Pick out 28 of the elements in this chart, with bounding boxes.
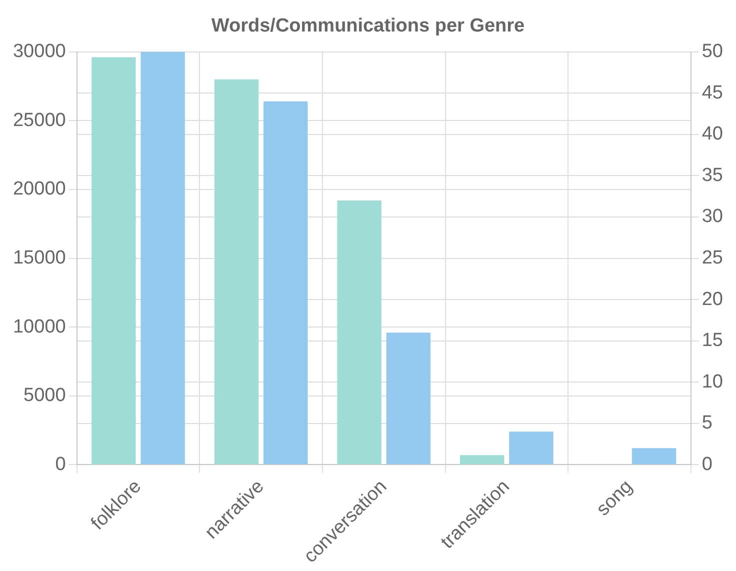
y-tick-label: 30000 bbox=[12, 41, 66, 62]
bar bbox=[92, 57, 136, 464]
y2-tick-label: 40 bbox=[702, 124, 724, 145]
y2-tick-label: 50 bbox=[702, 41, 724, 62]
y2-tick-label: 10 bbox=[702, 371, 724, 392]
y2-tick-label: 35 bbox=[702, 164, 724, 186]
y-tick-label: 20000 bbox=[12, 178, 66, 200]
y-tick-label: 10000 bbox=[12, 316, 66, 338]
y2-tick-label: 20 bbox=[702, 288, 724, 310]
y2-tick-label: 30 bbox=[702, 206, 724, 228]
y-tick-label: 15000 bbox=[12, 247, 66, 268]
bar bbox=[632, 448, 676, 464]
y-tick-label: 0 bbox=[55, 454, 66, 475]
y2-tick-label: 25 bbox=[702, 247, 724, 268]
y2-tick-label: 5 bbox=[702, 412, 712, 434]
y2-tick-label: 45 bbox=[702, 82, 724, 104]
y-tick-label: 5000 bbox=[24, 385, 66, 406]
bar bbox=[460, 455, 504, 464]
bar bbox=[337, 200, 382, 464]
y-tick-label: 25000 bbox=[12, 110, 66, 131]
bar bbox=[509, 432, 554, 464]
bar bbox=[386, 332, 431, 464]
bar bbox=[140, 52, 185, 464]
bar bbox=[264, 101, 308, 464]
y2-tick-label: 15 bbox=[702, 330, 724, 352]
chart-title: Words/Communications per Genre bbox=[211, 16, 525, 37]
bar bbox=[214, 79, 259, 464]
y2-tick-label: 0 bbox=[702, 454, 712, 475]
